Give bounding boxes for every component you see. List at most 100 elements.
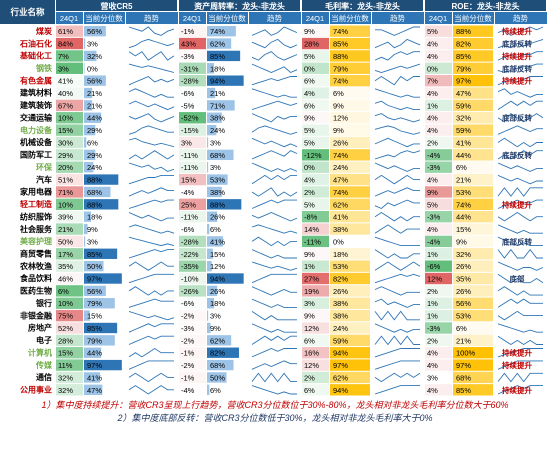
value-text: 5% [304, 200, 315, 209]
percentile-text: 24% [333, 163, 348, 172]
percentile-bar [207, 285, 218, 297]
percentile-cell-bg [453, 211, 493, 223]
column-header-label: 24Q1 [306, 14, 324, 23]
trend-flag: 底部反转 [502, 39, 532, 49]
value-text: 6% [304, 77, 315, 86]
percentile-bar [207, 100, 235, 111]
trend-sparkline [497, 273, 544, 284]
value-cell-bg [179, 74, 206, 87]
trend-sparkline [497, 76, 543, 86]
value-text: 12% [304, 324, 319, 333]
value-text: 4% [427, 52, 438, 61]
column-header-label: 当前分位数 [331, 13, 369, 23]
value-cell-bg [425, 37, 452, 50]
value-text: 29% [58, 151, 73, 160]
value-cell-bg [302, 322, 329, 334]
value-text: 0% [304, 64, 315, 73]
value-cell-bg [302, 99, 329, 112]
percentile-cell-bg [330, 272, 370, 285]
value-cell-bg [302, 37, 329, 50]
column-header-label: 24Q1 [60, 14, 78, 23]
trend-sparkline [128, 113, 175, 123]
industry-name: 医药生物 [20, 286, 52, 296]
column-header-label: 趋势 [513, 13, 528, 23]
percentile-text: 38% [210, 114, 225, 123]
percentile-cell-bg [330, 186, 370, 198]
value-cell-bg [56, 235, 83, 248]
percentile-text: 38% [210, 188, 225, 197]
percentile-cell-bg [453, 223, 493, 235]
value-text: 32% [58, 386, 73, 395]
value-text: 6% [304, 336, 315, 345]
trend-flag: 持续提升 [502, 76, 532, 86]
percentile-bar [84, 223, 88, 235]
percentile-text: 50% [210, 373, 225, 382]
value-cell-bg [302, 149, 329, 161]
trend-sparkline [374, 199, 420, 210]
percentile-text: 9% [456, 237, 467, 246]
trend-flag: 底部反转 [502, 236, 532, 246]
value-text: 7% [58, 52, 69, 61]
trend-sparkline [497, 100, 543, 110]
percentile-text: 53% [456, 188, 471, 197]
percentile-cell-bg [330, 384, 370, 396]
column-header-cell [207, 12, 248, 24]
value-text: 5% [304, 52, 315, 61]
value-cell-bg [425, 248, 452, 260]
percentile-bar [207, 149, 234, 161]
value-cell-bg [179, 248, 206, 260]
value-text: 1% [427, 250, 438, 259]
value-cell-bg [56, 25, 83, 37]
industry-name: 美容护理 [20, 236, 52, 246]
percentile-text: 9% [333, 101, 344, 110]
value-cell-bg [425, 136, 452, 149]
trend-sparkline [374, 211, 420, 222]
value-text: 30% [58, 138, 73, 147]
column-header-cell [425, 12, 452, 24]
percentile-text: 44% [456, 151, 471, 160]
value-cell-bg [425, 223, 452, 235]
value-text: -8% [304, 213, 318, 222]
value-cell-bg [179, 347, 206, 359]
value-text: 1% [427, 101, 438, 110]
value-text: 52% [58, 324, 73, 333]
group-header-cell [302, 0, 423, 11]
percentile-bar [207, 384, 210, 395]
percentile-bar [84, 211, 92, 222]
percentile-text: 85% [456, 52, 471, 61]
value-cell-bg [425, 359, 452, 371]
percentile-bar [84, 236, 86, 247]
percentile-bar [207, 322, 211, 334]
percentile-bar [207, 372, 227, 383]
percentile-cell-bg [330, 248, 370, 260]
percentile-text: 26% [456, 262, 471, 271]
percentile-cell-bg [453, 62, 493, 74]
column-header-cell [302, 12, 329, 24]
column-header-cell [372, 12, 424, 24]
trend-sparkline [497, 286, 543, 296]
trend-sparkline [251, 26, 298, 36]
percentile-text: 82% [210, 349, 225, 358]
value-text: 12% [427, 274, 442, 283]
industry-name: 非银金融 [20, 310, 52, 320]
trend-sparkline [128, 347, 174, 358]
value-cell-bg [425, 149, 452, 161]
trend-sparkline [128, 38, 175, 49]
percentile-bar [84, 199, 119, 210]
percentile-bar [84, 149, 96, 161]
trend-sparkline [374, 298, 420, 308]
trend-sparkline [251, 311, 297, 321]
value-text: 4% [427, 386, 438, 395]
value-cell-bg [179, 37, 206, 50]
value-cell-bg [425, 272, 452, 285]
value-text: 3% [58, 64, 69, 73]
trend-flag: 持续提升 [502, 385, 532, 395]
column-header-label: 24Q1 [429, 14, 447, 23]
percentile-cell-bg [330, 37, 370, 50]
trend-flag: 底部反转 [502, 63, 532, 73]
trend-sparkline [128, 187, 174, 197]
percentile-text: 97% [456, 361, 471, 370]
trend-flag: 底部反转 [502, 113, 532, 123]
value-text: 6% [304, 101, 315, 110]
percentile-bar [84, 359, 122, 371]
